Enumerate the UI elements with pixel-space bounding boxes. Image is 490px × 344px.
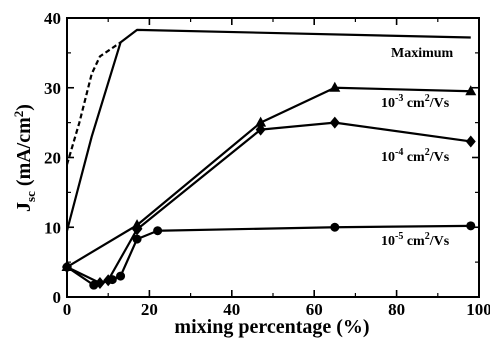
y-tick-label: 0 (53, 288, 62, 307)
y-tick-label: 30 (44, 79, 61, 98)
series-line-1 (65, 41, 122, 165)
y-axis-label-sub: sc (23, 191, 38, 202)
x-tick-label: 60 (306, 300, 323, 319)
series-label: 10-5 cm2/Vs (381, 231, 450, 249)
y-axis-label-main: J (13, 202, 35, 212)
marker-circle (107, 275, 117, 285)
marker-circle (116, 271, 126, 281)
marker-triangle (255, 116, 267, 127)
y-tick-label: 20 (44, 149, 61, 168)
marker-diamond (329, 116, 340, 129)
series-label: 10-4 cm2/Vs (381, 147, 450, 165)
marker-diamond (132, 223, 143, 236)
x-tick-label: 100 (466, 300, 490, 319)
x-tick-label: 0 (63, 300, 72, 319)
x-axis-label: mixing percentage (%) (174, 316, 369, 338)
x-tick-label: 20 (141, 300, 158, 319)
marker-circle (89, 280, 99, 290)
marker-circle (153, 226, 163, 236)
axis-ticks: 0 20 40 60 80 100 0 10 20 30 40 (44, 9, 490, 319)
marker-circle (62, 262, 72, 272)
series-label: Maximum (391, 46, 454, 61)
marker-circle (330, 222, 340, 232)
y-axis-label-units: (mA/cm (13, 117, 35, 186)
marker-circle (466, 221, 476, 231)
x-tick-label: 40 (223, 300, 240, 319)
y-axis-label-close: ) (13, 104, 35, 111)
y-axis-label-units-sup: 2 (11, 111, 26, 118)
marker-triangle (465, 85, 477, 96)
svg-text:Jsc(mA/cm2): Jsc (mA/cm2) (11, 104, 38, 212)
x-tick-label: 80 (388, 300, 405, 319)
y-axis-label: Jsc (mA/cm2) (11, 104, 38, 212)
marker-diamond (255, 123, 266, 136)
marker-diamond (465, 135, 476, 148)
y-tick-label: 10 (44, 218, 61, 237)
series-labels: Maximum 10-3 cm2/Vs 10-4 cm2/Vs 10-5 cm2/Vs (381, 46, 454, 249)
series-label: 10-3 cm2/Vs (381, 93, 450, 111)
series-markers (61, 81, 477, 290)
marker-circle (132, 234, 142, 244)
y-tick-label: 40 (44, 9, 61, 28)
marker-triangle (329, 81, 341, 92)
